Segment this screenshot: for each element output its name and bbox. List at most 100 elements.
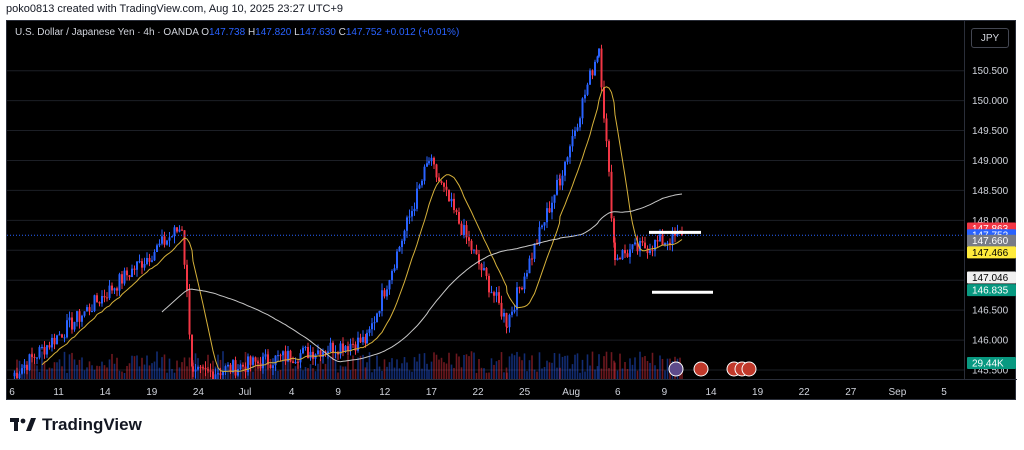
close-value: 147.752 [345, 27, 382, 38]
currency-button[interactable]: JPY [971, 28, 1009, 48]
volume-bar [96, 365, 98, 379]
candle-body [297, 361, 299, 363]
candle-body [232, 360, 234, 373]
price-tick-label: 148.500 [972, 186, 1009, 197]
volume-bar [91, 365, 93, 379]
volume-bar [327, 355, 329, 379]
candle-body [292, 361, 294, 364]
price-tick-label: 149.000 [972, 156, 1009, 167]
volume-bar [629, 358, 631, 379]
candle-body [531, 258, 533, 260]
volume-bar [178, 367, 181, 379]
price-tick-label: 146.000 [972, 336, 1009, 347]
volume-bar [161, 357, 163, 379]
candle-body [624, 250, 626, 254]
volume-bar [287, 356, 289, 379]
volume-bar [71, 352, 73, 379]
candle-body [227, 364, 229, 367]
candle-body [438, 177, 440, 182]
candle-body [378, 310, 381, 314]
volume-bar [33, 363, 36, 379]
volume-bar [626, 369, 629, 379]
time-tick-label: 11 [53, 387, 64, 398]
candle-body [634, 242, 636, 245]
volume-bar [616, 370, 619, 379]
candle-body [671, 231, 674, 245]
candle-body [352, 343, 354, 345]
candle-body [470, 240, 473, 251]
volume-bar [86, 367, 88, 379]
time-tick-label: 24 [193, 387, 205, 398]
volume-bar [569, 368, 571, 379]
open-label: O [201, 27, 209, 38]
candle-body [418, 185, 421, 189]
volume-bar [443, 362, 445, 379]
candle-body [277, 355, 279, 357]
change-value: +0.012 (+0.01%) [384, 27, 460, 38]
volume-bar [553, 352, 556, 379]
price-scale[interactable]: 150.500 150.000 149.500 149.000 148.500 148.0… [964, 21, 1017, 379]
candle-body [61, 334, 63, 338]
candle-body [440, 181, 443, 183]
economic-event-icon [693, 361, 709, 377]
volume-bar [619, 353, 621, 379]
candle-body [401, 240, 403, 247]
candle-body [621, 250, 624, 260]
time-scale[interactable]: 6 11 14 19 24 Jul 4 9 12 17 22 25 Aug 6 9 14 19 22 27 Sep 5 [7, 379, 1017, 401]
volume-bar [383, 359, 386, 379]
candle-body [666, 242, 669, 244]
candle-body [591, 70, 594, 76]
low-label: L [294, 27, 300, 38]
volume-bar [113, 363, 116, 379]
volume-bar [435, 354, 438, 379]
volume-bar [656, 369, 659, 379]
volume-bar [28, 364, 31, 379]
candle-body [128, 275, 131, 277]
candle-body [347, 346, 349, 351]
candle-body [569, 146, 571, 158]
tradingview-logo[interactable]: TradingView [10, 415, 142, 435]
volume-bar [128, 363, 131, 379]
candle-body [610, 171, 613, 219]
volume-bar [344, 366, 347, 379]
candle-body [58, 334, 61, 336]
volume-bar [334, 352, 337, 379]
volume-bar [56, 362, 58, 379]
candle-body [448, 189, 450, 202]
candle-body [636, 242, 639, 252]
candle-body [234, 360, 237, 376]
candle-body [91, 311, 93, 313]
candle-body [319, 350, 322, 357]
candle-body [219, 373, 222, 376]
candle-body [299, 353, 302, 363]
candle-body [23, 364, 26, 369]
volume-bar [289, 355, 292, 379]
volume-bar [23, 361, 26, 379]
candle-body [26, 364, 28, 370]
candle-body [664, 243, 666, 246]
volume-bars [13, 351, 683, 379]
volume-bar [546, 360, 548, 379]
candle-body [656, 240, 659, 242]
volume-bar [229, 369, 232, 379]
candle-body [423, 166, 426, 181]
candle-body [639, 240, 641, 252]
candle-body [521, 287, 523, 290]
high-label: H [247, 27, 256, 38]
volume-bar [202, 366, 204, 379]
volume-bar [18, 360, 21, 379]
volume-bar [500, 352, 503, 379]
volume-bar [364, 367, 367, 379]
volume-bar [396, 359, 398, 379]
candle-body [598, 48, 600, 57]
volume-bar [366, 362, 368, 379]
volume-bar [302, 370, 304, 379]
price-badge [967, 284, 1016, 297]
candle-body [136, 261, 138, 270]
chart-pane[interactable]: U.S. Dollar / Japanese Yen · 4h · OANDA … [7, 21, 964, 385]
volume-bar [38, 371, 41, 379]
candle-body [614, 242, 616, 260]
volume-bar [538, 352, 541, 379]
candle-body [131, 268, 133, 277]
volume-bar [83, 370, 86, 379]
